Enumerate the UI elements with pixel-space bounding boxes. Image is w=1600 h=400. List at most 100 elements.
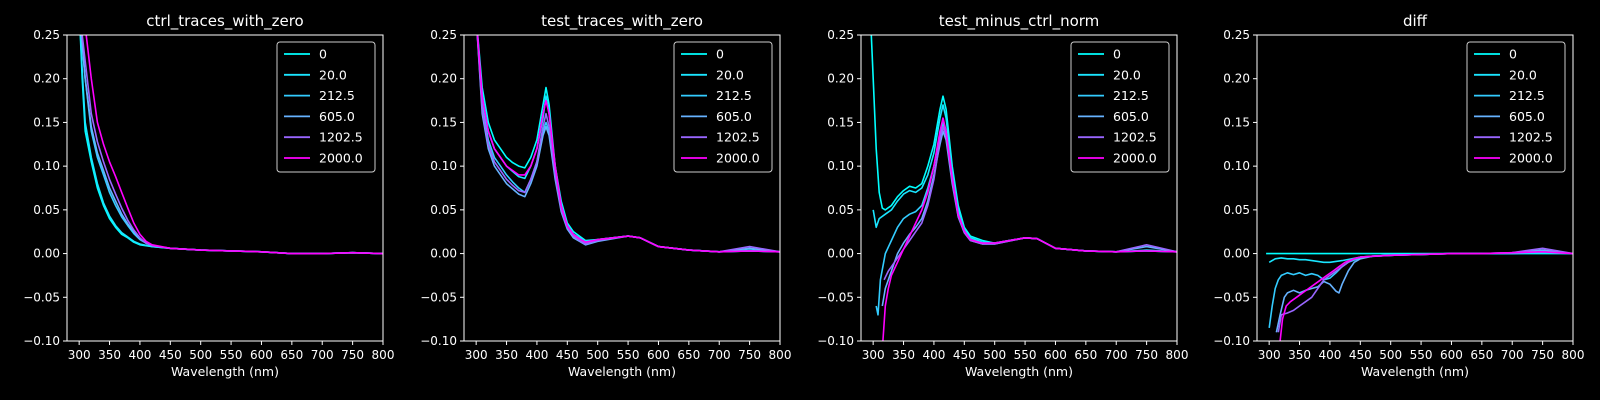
y-tick-label: 0.00	[827, 247, 854, 261]
chart-panel-3: test_minus_ctrl_norm 300 350 400 450 500 550 60…	[817, 12, 1188, 379]
x-tick-label: 700	[311, 348, 334, 362]
x-tick-label: 500	[1379, 348, 1402, 362]
legend-label: 1202.5	[319, 130, 363, 145]
x-tick-label: 750	[738, 348, 761, 362]
series-group	[870, 35, 1177, 341]
x-tick-label: 450	[159, 348, 182, 362]
x-tick-label: 750	[341, 348, 364, 362]
y-tick-label: 0.05	[430, 203, 457, 217]
legend-label: 0	[319, 47, 327, 62]
legend-label: 0	[1509, 47, 1517, 62]
x-tick-label: 600	[1044, 348, 1067, 362]
y-tick-label: 0.15	[33, 115, 60, 129]
y-tick-label: 0.00	[33, 247, 60, 261]
x-tick-label: 650	[677, 348, 700, 362]
chart-title: ctrl_traces_with_zero	[146, 12, 303, 31]
series-group	[1266, 247, 1573, 341]
x-tick-label: 800	[1562, 348, 1585, 362]
y-tick-label: 0.25	[827, 28, 854, 42]
x-tick-label: 300	[862, 348, 885, 362]
axes-frame	[860, 34, 1178, 342]
legend-label: 2000.0	[1509, 151, 1553, 166]
series-line-6	[476, 35, 780, 253]
x-tick-label: 750	[1135, 348, 1158, 362]
legend-label: 212.5	[716, 88, 752, 103]
y-tick-label: −0.05	[420, 290, 457, 304]
x-axis-label: Wavelength (nm)	[1361, 364, 1469, 379]
x-tick-label: 450	[1349, 348, 1372, 362]
series-line-6	[882, 117, 1177, 341]
y-tick-label: 0.20	[33, 72, 60, 86]
axes-frame	[463, 34, 781, 342]
x-tick-label: 400	[1318, 348, 1341, 362]
x-tick-label: 700	[1501, 348, 1524, 362]
legend-label: 20.0	[716, 67, 744, 82]
x-tick-label: 700	[708, 348, 731, 362]
x-tick-label: 650	[1470, 348, 1493, 362]
legend-label: 605.0	[319, 109, 355, 124]
chart-title: diff	[1403, 12, 1428, 30]
legend-label: 0	[716, 47, 724, 62]
x-tick-label: 350	[1288, 348, 1311, 362]
y-tick-label: 0.10	[430, 159, 457, 173]
x-tick-label: 600	[250, 348, 273, 362]
legend-label: 2000.0	[1113, 151, 1157, 166]
legend-label: 212.5	[1509, 88, 1545, 103]
legend-label: 2000.0	[319, 151, 363, 166]
legend: 0 20.0 212.5 605.0 1202.5 2000.0	[1070, 41, 1170, 173]
legend-label: 2000.0	[716, 151, 760, 166]
x-tick-label: 450	[556, 348, 579, 362]
x-tick-label: 400	[922, 348, 945, 362]
x-tick-label: 600	[1440, 348, 1463, 362]
y-tick-label: −0.10	[23, 334, 60, 348]
x-tick-label: 400	[525, 348, 548, 362]
y-tick-label: 0.15	[827, 115, 854, 129]
y-tick-label: −0.10	[1213, 334, 1250, 348]
y-tick-label: −0.10	[817, 334, 854, 348]
x-tick-label: 550	[220, 348, 243, 362]
x-axis-label: Wavelength (nm)	[171, 364, 279, 379]
y-tick-label: 0.05	[33, 203, 60, 217]
legend-label: 1202.5	[716, 130, 760, 145]
legend: 0 20.0 212.5 605.0 1202.5 2000.0	[673, 41, 773, 173]
y-tick-label: 0.00	[430, 247, 457, 261]
legend-label: 20.0	[319, 67, 347, 82]
x-tick-label: 600	[647, 348, 670, 362]
legend-label: 1202.5	[1509, 130, 1553, 145]
series-group	[79, 35, 383, 255]
legend-label: 605.0	[716, 109, 752, 124]
x-tick-label: 800	[372, 348, 395, 362]
y-tick-label: 0.15	[430, 115, 457, 129]
chart-panel-4: diff 300 350 400 450 500 550 600 650 700 750 800 −0.…	[1213, 12, 1584, 379]
y-tick-label: 0.05	[1223, 203, 1250, 217]
legend-label: 20.0	[1509, 67, 1537, 82]
series-line-6	[1279, 251, 1573, 341]
y-tick-label: −0.05	[817, 290, 854, 304]
x-tick-label: 550	[1410, 348, 1433, 362]
x-axis-label: Wavelength (nm)	[965, 364, 1073, 379]
x-tick-label: 300	[68, 348, 91, 362]
axes-frame	[66, 34, 384, 342]
series-group	[476, 35, 780, 253]
y-tick-label: −0.10	[420, 334, 457, 348]
x-tick-label: 500	[586, 348, 609, 362]
x-tick-label: 400	[128, 348, 151, 362]
legend-label: 605.0	[1509, 109, 1545, 124]
legend-label: 1202.5	[1113, 130, 1157, 145]
y-tick-label: −0.05	[1213, 290, 1250, 304]
chart-panel-2: test_traces_with_zero 300 350 400 450 500 550 6…	[420, 12, 791, 379]
x-axis-label: Wavelength (nm)	[568, 364, 676, 379]
legend-label: 605.0	[1113, 109, 1149, 124]
y-tick-label: 0.00	[1223, 247, 1250, 261]
x-tick-label: 500	[983, 348, 1006, 362]
y-tick-label: 0.25	[1223, 28, 1250, 42]
y-tick-label: 0.10	[1223, 159, 1250, 173]
x-tick-label: 800	[769, 348, 792, 362]
chart-title: test_minus_ctrl_norm	[939, 12, 1100, 31]
x-tick-label: 300	[465, 348, 488, 362]
x-tick-label: 350	[98, 348, 121, 362]
series-line-6	[85, 35, 383, 255]
axes-frame	[1256, 34, 1574, 342]
